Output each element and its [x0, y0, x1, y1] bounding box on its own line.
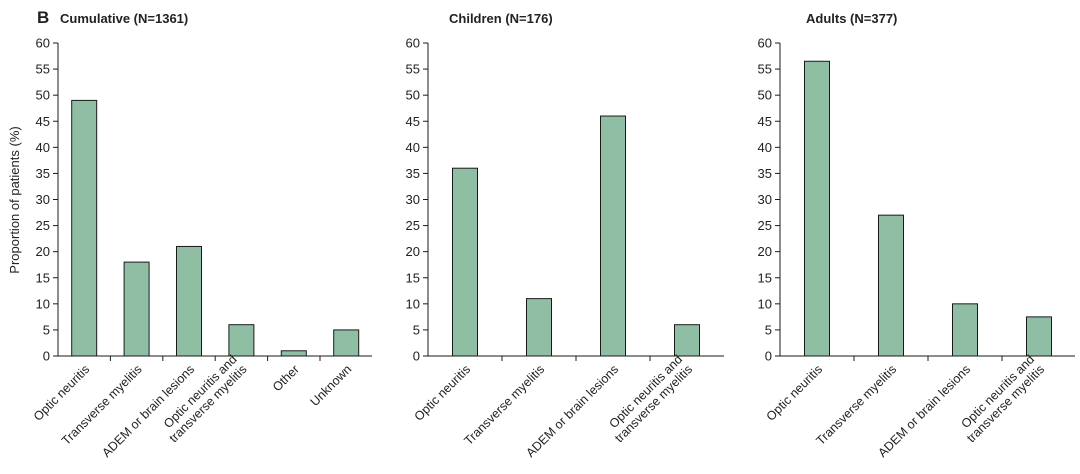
- y-tick-label: 5: [413, 322, 420, 337]
- bar: [674, 324, 700, 357]
- panel-letter: B: [37, 8, 49, 27]
- chart-panel-1: Cumulative (N=1361) 0 5 10 15 20 25 30 35 40 45 50 5…: [31, 11, 372, 460]
- x-category-label-line: Other: [270, 362, 302, 394]
- y-tick-label: 35: [406, 166, 420, 181]
- y-tick-label: 15: [758, 270, 772, 285]
- x-category-label: Other: [270, 362, 302, 394]
- y-tick-label: 15: [406, 270, 420, 285]
- y-tick-label: 55: [36, 62, 50, 77]
- x-category-label-line: Transverse myelitis: [461, 362, 547, 448]
- bar: [280, 350, 307, 357]
- y-tick-label: 20: [36, 244, 50, 259]
- x-category-label-line: Optic neuritis: [412, 362, 473, 423]
- y-tick-label: 50: [36, 88, 50, 103]
- x-category-label: Optic neuritis andtransverse myelitis: [954, 352, 1047, 445]
- y-tick-label: 50: [406, 88, 420, 103]
- y-tick-label: 55: [406, 62, 420, 77]
- x-category-label: Transverse myelitis: [461, 362, 547, 448]
- bar: [71, 99, 98, 357]
- y-tick-label: 30: [36, 192, 50, 207]
- y-tick-label: 40: [36, 140, 50, 155]
- y-tick-label: 30: [758, 192, 772, 207]
- y-tick-label: 35: [36, 166, 50, 181]
- bar: [452, 167, 478, 357]
- y-tick-label: 0: [43, 349, 50, 364]
- x-category-label: Optic neuritis: [412, 362, 473, 423]
- bar: [526, 298, 552, 357]
- bar: [123, 261, 150, 357]
- y-tick-label: 25: [758, 218, 772, 233]
- chart-title: Adults (N=377): [806, 11, 897, 26]
- chart-title: Children (N=176): [449, 11, 553, 26]
- y-tick-label: 45: [406, 114, 420, 129]
- bar: [333, 329, 360, 357]
- y-tick-label: 35: [758, 166, 772, 181]
- y-tick-label: 45: [36, 114, 50, 129]
- y-tick-label: 60: [406, 36, 420, 51]
- bar: [878, 214, 904, 357]
- y-tick-label: 50: [758, 88, 772, 103]
- y-tick-label: 0: [765, 349, 772, 364]
- y-tick-label: 60: [36, 36, 50, 51]
- x-category-label: Optic neuritis andtransverse myelitis: [157, 352, 250, 445]
- bar: [952, 303, 978, 357]
- chart-panel-2: Children (N=176) 0 5 10 15 20 25 30 35 40 45 50 55 60…: [406, 11, 724, 460]
- bar: [600, 115, 626, 357]
- y-tick-label: 10: [406, 296, 420, 311]
- x-category-label: Unknown: [308, 362, 355, 409]
- y-tick-label: 40: [758, 140, 772, 155]
- chart-title: Cumulative (N=1361): [60, 11, 188, 26]
- x-category-label: Transverse myelitis: [813, 362, 899, 448]
- y-tick-label: 30: [406, 192, 420, 207]
- y-tick-label: 40: [406, 140, 420, 155]
- y-tick-label: 45: [758, 114, 772, 129]
- bar: [1026, 316, 1052, 357]
- chart-panel-3: Adults (N=377) 0 5 10 15 20 25 30 35 40 45 50 55 60 Op…: [758, 11, 1075, 460]
- y-tick-label: 20: [406, 244, 420, 259]
- bar: [176, 245, 202, 357]
- y-tick-label: 55: [758, 62, 772, 77]
- bar: [228, 324, 255, 357]
- bar: [804, 60, 830, 357]
- y-tick-label: 25: [406, 218, 420, 233]
- y-tick-label: 15: [36, 270, 50, 285]
- y-tick-label: 25: [36, 218, 50, 233]
- x-category-label-line: Transverse myelitis: [813, 362, 899, 448]
- x-category-label: Optic neuritis: [764, 362, 825, 423]
- x-category-label-line: Unknown: [308, 362, 355, 409]
- x-category-label-line: Optic neuritis: [764, 362, 825, 423]
- chart-panels: Cumulative (N=1361)051015202530354045505…: [31, 11, 1075, 460]
- y-tick-label: 10: [758, 296, 772, 311]
- y-axis-label: Proportion of patients (%): [7, 126, 22, 273]
- y-tick-label: 10: [36, 296, 50, 311]
- y-tick-label: 0: [413, 349, 420, 364]
- y-tick-label: 5: [765, 322, 772, 337]
- x-category-label: Optic neuritis andtransverse myelitis: [602, 352, 695, 445]
- y-tick-label: 20: [758, 244, 772, 259]
- y-tick-label: 5: [43, 322, 50, 337]
- y-tick-label: 60: [758, 36, 772, 51]
